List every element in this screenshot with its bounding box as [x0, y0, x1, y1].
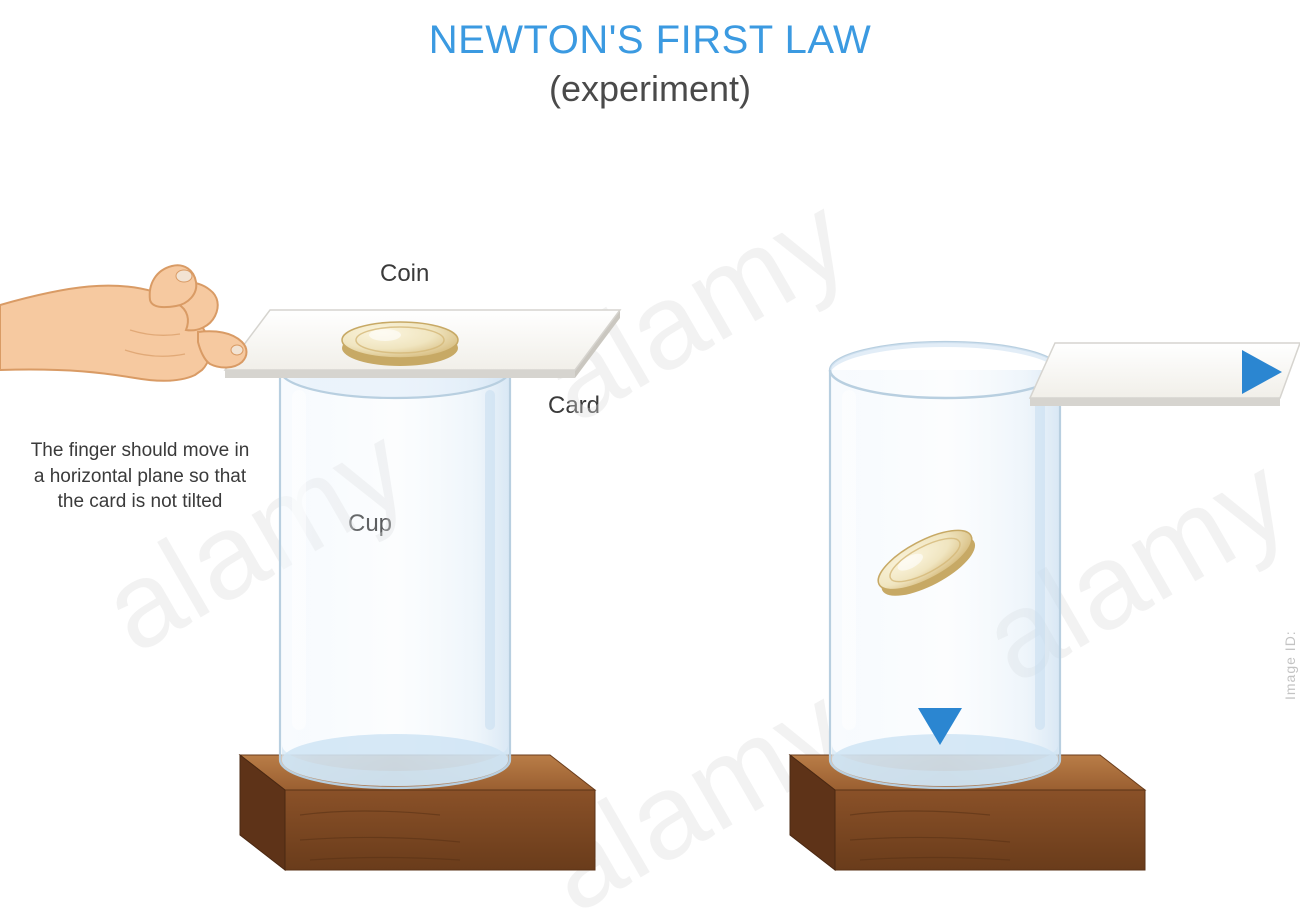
left-scene [0, 265, 620, 870]
diagram-stage: NEWTON'S FIRST LAW (experiment) Coin Car… [0, 0, 1300, 916]
right-scene [790, 342, 1300, 870]
diagram-svg [0, 0, 1300, 916]
card-right [1030, 343, 1300, 406]
coin-left [342, 322, 458, 366]
hand-icon [0, 265, 247, 380]
cup-left [280, 342, 510, 788]
